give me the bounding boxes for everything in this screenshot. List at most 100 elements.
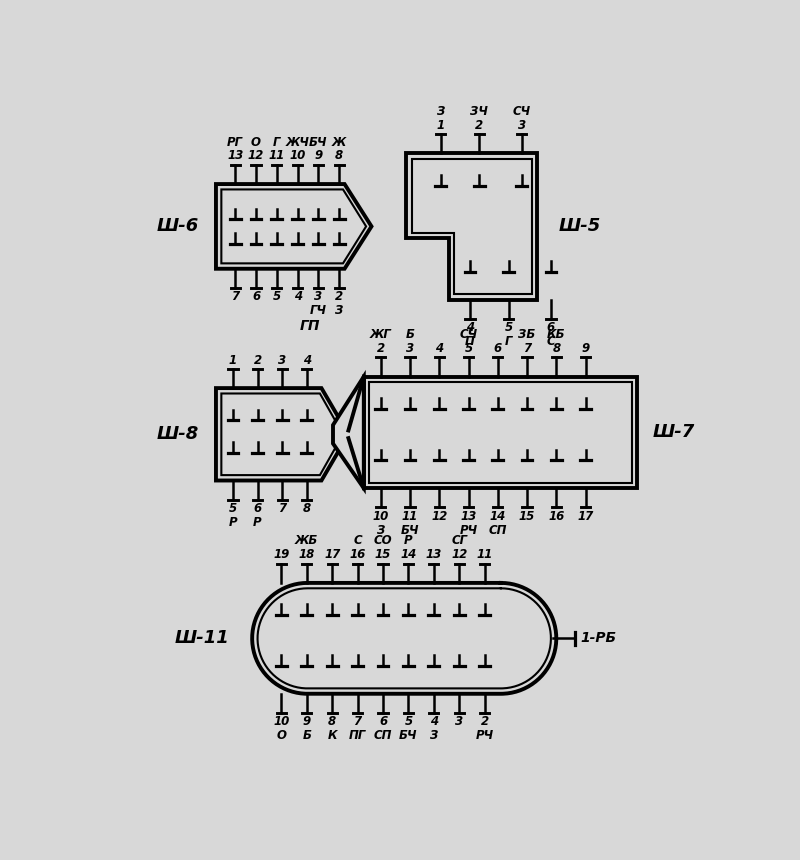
Text: 3: 3 [278,353,286,366]
Text: З: З [437,105,445,118]
Text: СП: СП [489,524,507,537]
Text: 8: 8 [302,502,311,515]
Text: 5: 5 [465,342,473,355]
Text: Р: Р [229,516,238,529]
Text: Ш-8: Ш-8 [156,426,198,443]
Text: 3: 3 [518,119,526,132]
Text: 4: 4 [302,353,311,366]
Text: С: С [354,534,362,548]
Text: ЖБ: ЖБ [295,534,318,548]
Text: Г: Г [273,137,281,150]
Text: СЧ: СЧ [459,329,478,341]
Text: 4: 4 [466,321,474,335]
Text: РЧ: РЧ [476,729,494,742]
Text: 13: 13 [426,549,442,562]
Text: ЖГ: ЖГ [370,329,392,341]
Text: ЖЧ: ЖЧ [286,137,310,150]
Text: 6: 6 [379,716,387,728]
Text: Г: Г [505,335,512,348]
Text: 15: 15 [519,510,535,523]
Text: 13: 13 [227,150,243,163]
Text: ЗЧ: ЗЧ [470,105,488,118]
Text: 6: 6 [254,502,262,515]
Text: Ж: Ж [332,137,346,150]
Text: РГ: РГ [227,137,243,150]
Text: СЧ: СЧ [513,105,530,118]
Text: О: О [251,137,261,150]
Text: Ш-5: Ш-5 [558,218,601,236]
Text: Р: Р [254,516,262,529]
Text: К: К [327,729,337,742]
Text: ЗБ: ЗБ [518,329,536,341]
Text: 3: 3 [455,716,463,728]
Text: 17: 17 [324,549,340,562]
Text: 5: 5 [229,502,237,515]
Text: Ш-11: Ш-11 [174,630,230,648]
Text: 11: 11 [269,150,285,163]
Text: 5: 5 [273,291,281,304]
Text: 13: 13 [460,510,477,523]
Text: 8: 8 [552,342,560,355]
Polygon shape [252,583,556,694]
Text: С: С [546,335,555,348]
Polygon shape [364,377,637,488]
Text: 10: 10 [274,716,290,728]
Polygon shape [406,153,537,299]
Text: РЧ: РЧ [459,524,478,537]
Text: СО: СО [374,534,392,548]
Text: Б: Б [302,729,311,742]
Text: БЧ: БЧ [309,137,328,150]
Text: П: П [465,335,475,348]
Text: СГ: СГ [451,534,467,548]
Text: Ш-7: Ш-7 [653,423,695,441]
Polygon shape [216,184,371,268]
Text: 9: 9 [314,150,322,163]
Text: 2: 2 [335,291,343,304]
Text: КБ: КБ [547,329,566,341]
Text: 10: 10 [290,150,306,163]
Text: 5: 5 [404,716,413,728]
Text: 9: 9 [582,342,590,355]
Text: 6: 6 [252,291,260,304]
Text: 11: 11 [477,549,493,562]
Text: 7: 7 [354,716,362,728]
Text: 15: 15 [375,549,391,562]
Text: 8: 8 [335,150,343,163]
Text: 4: 4 [294,291,302,304]
Text: 14: 14 [400,549,417,562]
Text: З: З [377,524,385,537]
Text: ГП: ГП [300,320,320,334]
Text: 7: 7 [231,291,239,304]
Text: 16: 16 [350,549,366,562]
Text: 7: 7 [278,502,286,515]
Text: 18: 18 [298,549,315,562]
Text: 12: 12 [248,150,264,163]
Text: 5: 5 [505,321,513,335]
Text: 12: 12 [451,549,467,562]
Text: 4: 4 [435,342,443,355]
Polygon shape [333,377,364,488]
Text: 8: 8 [328,716,336,728]
Text: 3: 3 [406,342,414,355]
Text: 16: 16 [548,510,565,523]
Text: 14: 14 [490,510,506,523]
Text: Б: Б [406,329,414,341]
Text: 2: 2 [475,119,483,132]
Text: З: З [335,304,343,317]
Text: 3: 3 [314,291,322,304]
Text: З: З [430,729,438,742]
Text: БЧ: БЧ [401,524,419,537]
Text: 7: 7 [523,342,531,355]
Text: О: О [277,729,286,742]
Text: 17: 17 [578,510,594,523]
Polygon shape [216,388,349,481]
Text: 1-РБ: 1-РБ [580,631,616,645]
Text: 6: 6 [494,342,502,355]
Text: ПГ: ПГ [349,729,366,742]
Text: 1: 1 [437,119,445,132]
Text: 2: 2 [254,353,262,366]
Text: 9: 9 [302,716,311,728]
Text: 19: 19 [274,549,290,562]
Text: ГЧ: ГЧ [310,304,327,317]
Text: БЧ: БЧ [399,729,418,742]
